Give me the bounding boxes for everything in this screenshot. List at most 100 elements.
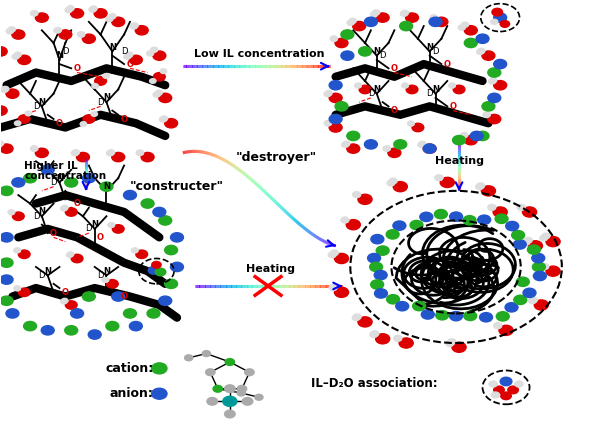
Circle shape — [342, 142, 349, 148]
Circle shape — [365, 140, 378, 149]
Circle shape — [335, 254, 349, 264]
Circle shape — [459, 134, 466, 139]
Circle shape — [18, 250, 30, 259]
Circle shape — [463, 216, 476, 225]
Circle shape — [160, 69, 167, 73]
Circle shape — [152, 363, 167, 374]
Circle shape — [67, 253, 73, 257]
Circle shape — [408, 121, 414, 126]
Circle shape — [359, 47, 372, 56]
Text: Heating: Heating — [246, 264, 296, 274]
Circle shape — [540, 235, 548, 241]
Circle shape — [373, 10, 380, 15]
Circle shape — [386, 295, 399, 304]
Circle shape — [225, 359, 234, 365]
Circle shape — [435, 209, 447, 219]
Circle shape — [430, 15, 437, 20]
Circle shape — [82, 173, 95, 183]
Circle shape — [394, 335, 402, 341]
Circle shape — [534, 300, 548, 310]
Text: D: D — [426, 89, 433, 98]
Text: N: N — [103, 93, 110, 102]
Text: N: N — [91, 220, 98, 229]
Circle shape — [330, 36, 337, 41]
Circle shape — [494, 386, 504, 394]
Circle shape — [488, 79, 495, 84]
Circle shape — [488, 114, 501, 124]
Circle shape — [508, 386, 518, 394]
Circle shape — [402, 83, 408, 88]
Circle shape — [213, 385, 223, 392]
Circle shape — [368, 254, 380, 263]
Circle shape — [358, 194, 372, 204]
Circle shape — [449, 312, 462, 321]
Circle shape — [494, 81, 507, 90]
Circle shape — [18, 55, 31, 64]
Circle shape — [141, 152, 154, 162]
Text: O: O — [121, 114, 128, 123]
Circle shape — [408, 121, 414, 126]
Circle shape — [14, 286, 21, 291]
Circle shape — [71, 151, 78, 156]
Text: D: D — [97, 271, 104, 280]
Circle shape — [18, 288, 30, 296]
Circle shape — [107, 151, 114, 156]
Text: O: O — [449, 102, 456, 111]
Circle shape — [359, 85, 371, 94]
Circle shape — [0, 233, 13, 242]
Text: "constructer": "constructer" — [130, 180, 224, 193]
Text: O: O — [127, 60, 134, 69]
Circle shape — [160, 117, 167, 122]
Circle shape — [419, 141, 426, 146]
Circle shape — [150, 79, 156, 84]
Circle shape — [154, 73, 166, 81]
Circle shape — [534, 271, 547, 281]
Text: D: D — [121, 47, 127, 56]
Circle shape — [153, 92, 160, 97]
Circle shape — [0, 144, 13, 153]
Text: Low IL concentration: Low IL concentration — [194, 48, 325, 59]
Circle shape — [491, 19, 498, 24]
Circle shape — [400, 21, 413, 31]
Circle shape — [131, 248, 138, 253]
Circle shape — [8, 210, 15, 215]
Circle shape — [406, 85, 418, 94]
Circle shape — [131, 23, 138, 28]
Text: N: N — [432, 85, 439, 94]
Circle shape — [500, 377, 512, 386]
Circle shape — [324, 92, 331, 97]
Circle shape — [341, 217, 349, 223]
Circle shape — [376, 13, 389, 22]
Circle shape — [527, 245, 540, 254]
Circle shape — [130, 321, 143, 331]
Circle shape — [401, 10, 409, 15]
Circle shape — [418, 142, 425, 148]
Circle shape — [341, 30, 354, 39]
Circle shape — [6, 29, 14, 34]
Circle shape — [371, 331, 379, 336]
Circle shape — [224, 385, 235, 393]
Circle shape — [160, 116, 167, 121]
Circle shape — [184, 355, 193, 361]
Circle shape — [517, 277, 530, 287]
Text: O: O — [121, 292, 128, 301]
Circle shape — [223, 396, 237, 406]
Circle shape — [383, 146, 391, 151]
Circle shape — [488, 68, 501, 77]
Circle shape — [541, 264, 548, 269]
Circle shape — [14, 52, 21, 57]
Circle shape — [152, 262, 161, 268]
Circle shape — [329, 81, 342, 90]
Text: D: D — [50, 178, 57, 187]
Circle shape — [95, 77, 107, 85]
Text: N: N — [103, 267, 110, 276]
Circle shape — [488, 93, 501, 103]
Text: O: O — [74, 64, 81, 73]
Circle shape — [242, 398, 253, 405]
Circle shape — [482, 51, 495, 60]
Circle shape — [159, 296, 171, 305]
Circle shape — [61, 298, 68, 303]
Circle shape — [410, 220, 423, 230]
Circle shape — [353, 21, 366, 31]
Circle shape — [165, 119, 177, 128]
